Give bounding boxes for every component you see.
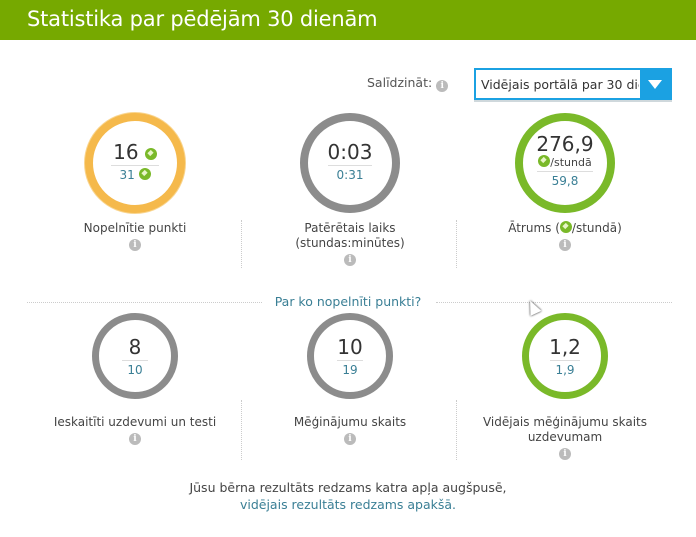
compare-label-text: Salīdzināt: bbox=[367, 75, 433, 90]
gem-icon bbox=[538, 155, 551, 167]
gem-icon bbox=[138, 168, 151, 180]
tasks-ring: 8 10 bbox=[92, 313, 178, 399]
section-title: Par ko nopelnīti punkti? bbox=[274, 294, 422, 309]
divider bbox=[241, 400, 242, 460]
speed-average: 59,8 bbox=[537, 171, 593, 188]
legend-note: Jūsu bērna rezultāts redzams katra apļa … bbox=[0, 479, 696, 513]
time-average: 0:31 bbox=[328, 165, 372, 182]
time-label: Patērētais laiks (stundas:minūtes) i bbox=[260, 221, 440, 266]
avg-attempts-ring: 1,2 1,9 bbox=[522, 313, 608, 399]
compare-select-value: Vidējais portālā par 30 dienām bbox=[481, 77, 639, 92]
divider bbox=[456, 220, 457, 268]
speed-label-text: Ātrums ( bbox=[508, 221, 560, 235]
avg-attempts-value: 1,2 bbox=[549, 335, 581, 359]
time-label-sub: (stundas:minūtes) bbox=[295, 236, 405, 250]
speed-value: 276,9 bbox=[536, 132, 594, 156]
attempts-average: 19 bbox=[337, 360, 363, 377]
points-average: 31 bbox=[119, 168, 135, 182]
chevron-down-icon[interactable] bbox=[640, 70, 670, 98]
time-value: 0:03 bbox=[327, 140, 373, 164]
divider bbox=[456, 400, 457, 460]
header: Statistika par pēdējām 30 dienām bbox=[0, 0, 696, 40]
legend-note-line2: vidējais rezultāts redzams apakšā. bbox=[239, 497, 457, 512]
time-label-text: Patērētais laiks bbox=[304, 221, 396, 235]
info-icon[interactable]: i bbox=[559, 239, 571, 251]
avg-attempts-label-text: Vidējais mēģinājumu skaits uzdevumam bbox=[482, 415, 648, 444]
gem-icon bbox=[144, 148, 157, 160]
attempts-value: 10 bbox=[337, 335, 363, 359]
legend-note-line1: Jūsu bērna rezultāts redzams katra apļa … bbox=[189, 480, 507, 495]
compare-select[interactable]: Vidējais portālā par 30 dienām bbox=[474, 68, 672, 100]
info-icon[interactable]: i bbox=[129, 433, 141, 445]
points-value: 16 bbox=[113, 140, 139, 164]
tasks-label: Ieskaitīti uzdevumi un testi i bbox=[45, 415, 225, 445]
info-icon[interactable]: i bbox=[344, 433, 356, 445]
info-icon[interactable]: i bbox=[559, 448, 571, 460]
tasks-value: 8 bbox=[128, 335, 142, 359]
speed-ring: 276,9 /stundā 59,8 bbox=[515, 113, 615, 213]
avg-attempts-average: 1,9 bbox=[550, 360, 580, 377]
speed-unit: /stundā bbox=[550, 156, 592, 169]
gem-icon bbox=[559, 221, 572, 233]
separator-line bbox=[436, 302, 672, 303]
divider bbox=[241, 220, 242, 268]
separator-line bbox=[27, 302, 262, 303]
page-title: Statistika par pēdējām 30 dienām bbox=[27, 7, 378, 31]
points-ring: 16 31 bbox=[85, 113, 185, 213]
speed-label: Ātrums ( /stundā) i bbox=[475, 221, 655, 251]
attempts-label: Mēģinājumu skaits i bbox=[260, 415, 440, 445]
attempts-label-text: Mēģinājumu skaits bbox=[293, 415, 407, 429]
attempts-ring: 10 19 bbox=[307, 313, 393, 399]
info-icon[interactable]: i bbox=[344, 254, 356, 266]
points-label: Nopelnītie punkti i bbox=[45, 221, 225, 251]
avg-attempts-label: Vidējais mēģinājumu skaits uzdevumam i bbox=[480, 415, 650, 460]
points-label-text: Nopelnītie punkti bbox=[83, 221, 187, 235]
tasks-average: 10 bbox=[122, 360, 148, 377]
tasks-label-text: Ieskaitīti uzdevumi un testi bbox=[53, 415, 217, 429]
compare-label: Salīdzināt: i bbox=[367, 75, 449, 92]
info-icon[interactable]: i bbox=[129, 239, 141, 251]
time-ring: 0:03 0:31 bbox=[300, 113, 400, 213]
speed-label-unit: /stundā) bbox=[571, 221, 622, 235]
info-icon[interactable]: i bbox=[436, 80, 449, 92]
